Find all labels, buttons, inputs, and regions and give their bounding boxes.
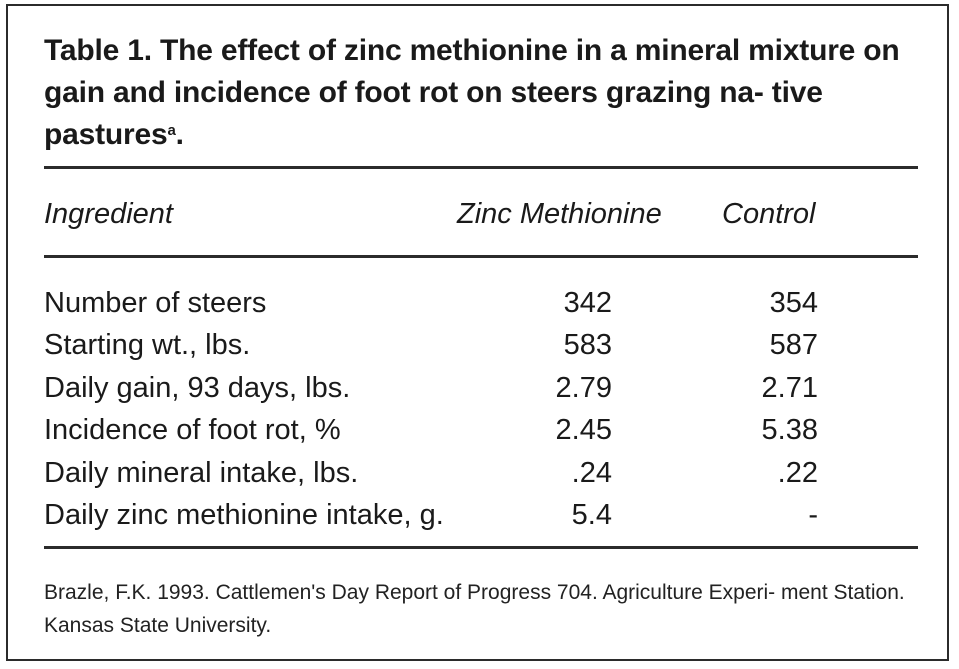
title-period: . xyxy=(175,118,184,151)
table-row: Incidence of foot rot, % 2.45 5.38 xyxy=(44,409,918,451)
table-title-text: Table 1. The effect of zinc methionine i… xyxy=(44,34,900,151)
table-row: Number of steers 342 354 xyxy=(44,282,918,324)
table-row: Daily zinc methionine intake, g. 5.4 - xyxy=(44,494,918,536)
control-value: - xyxy=(808,498,818,531)
table-title: Table 1. The effect of zinc methionine i… xyxy=(44,30,924,156)
table-frame: Table 1. The effect of zinc methionine i… xyxy=(6,4,949,661)
zinc-value: .24 xyxy=(571,456,612,489)
control-value: .22 xyxy=(777,456,818,489)
table-row: Starting wt., lbs. 583 587 xyxy=(44,324,918,366)
source-citation: Brazle, F.K. 1993. Cattlemen's Day Repor… xyxy=(44,581,905,637)
zinc-value: 342 xyxy=(563,287,612,319)
row-label: Incidence of foot rot, % xyxy=(44,414,341,447)
zinc-value: 583 xyxy=(563,329,612,362)
header-rule xyxy=(44,255,918,258)
row-label: Daily gain, 93 days, lbs. xyxy=(44,371,351,404)
row-label: Starting wt., lbs. xyxy=(44,329,251,362)
zinc-value: 2.45 xyxy=(555,414,612,447)
header-ingredient: Ingredient xyxy=(44,198,173,230)
zinc-value: 5.4 xyxy=(571,498,612,531)
top-rule xyxy=(44,166,918,169)
bottom-rule xyxy=(44,546,918,549)
row-label: Daily zinc methionine intake, g. xyxy=(44,498,444,531)
control-value: 5.38 xyxy=(761,414,818,447)
row-label: Daily mineral intake, lbs. xyxy=(44,456,359,489)
table-body: Number of steers 342 354 Starting wt., l… xyxy=(44,282,918,536)
row-label: Number of steers xyxy=(44,287,267,319)
table-row: Daily gain, 93 days, lbs. 2.79 2.71 xyxy=(44,367,918,409)
header-zinc-methionine: Zinc Methionine xyxy=(457,198,662,230)
table-row: Daily mineral intake, lbs. .24 .22 xyxy=(44,452,918,494)
control-value: 2.71 xyxy=(761,371,818,404)
control-value: 354 xyxy=(769,287,818,319)
header-control: Control xyxy=(722,198,816,230)
title-footnote-marker: a xyxy=(167,122,176,139)
zinc-value: 2.79 xyxy=(555,371,612,404)
control-value: 587 xyxy=(769,329,818,362)
